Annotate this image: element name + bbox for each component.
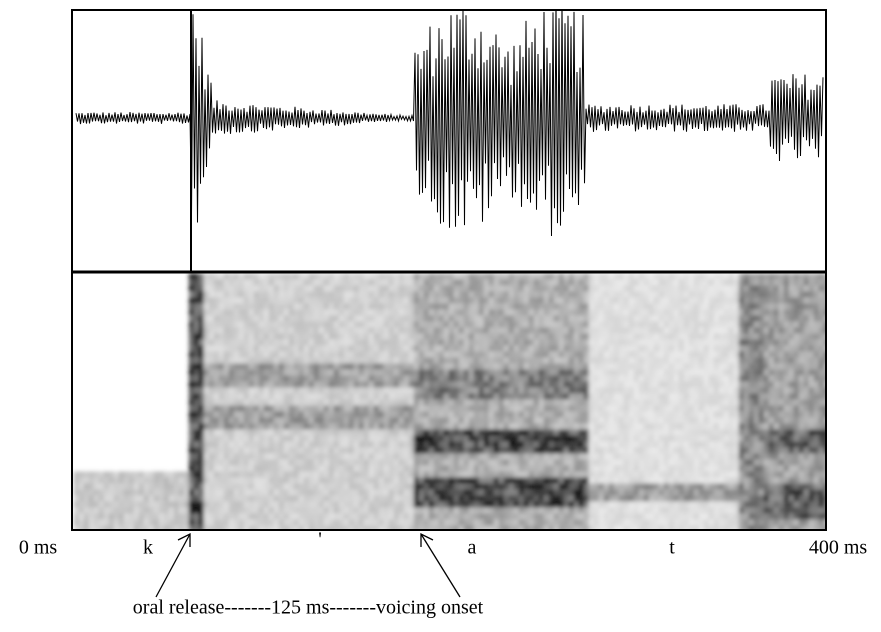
figure: 0 ms k ' a t 400 ms oral release-------1… — [0, 0, 881, 632]
